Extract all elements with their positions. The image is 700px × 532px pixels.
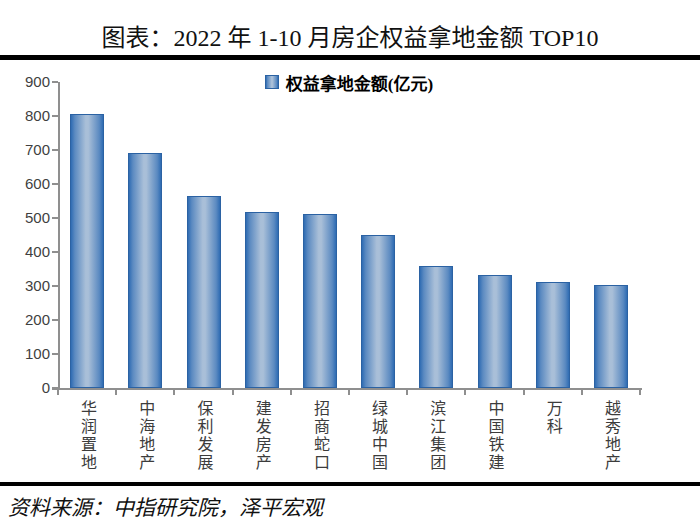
bar (303, 214, 337, 388)
chart-figure: 图表：2022 年 1-10 月房企权益拿地金额 TOP10 权益拿地金额(亿元… (0, 0, 700, 532)
y-axis-label: 300 (0, 277, 50, 295)
bar (478, 275, 512, 388)
bar (187, 196, 221, 388)
category-label: 滨江集团 (424, 400, 448, 472)
y-axis-label: 200 (0, 311, 50, 329)
x-axis-tick (464, 390, 466, 395)
category-label: 中国铁建 (483, 400, 507, 472)
y-axis-label: 600 (0, 175, 50, 193)
x-axis-line (52, 388, 642, 390)
category-label: 万科 (541, 400, 565, 436)
y-axis-label: 700 (0, 141, 50, 159)
x-axis-tick (523, 390, 525, 395)
y-axis-line (58, 82, 60, 390)
y-axis-label: 0 (0, 379, 50, 397)
x-axis-tick (57, 390, 59, 395)
x-axis-tick (639, 390, 641, 395)
legend-label: 权益拿地金额(亿元) (286, 70, 433, 95)
bar (128, 153, 162, 388)
x-axis-tick (173, 390, 175, 395)
x-axis-tick (581, 390, 583, 395)
y-axis-label: 900 (0, 73, 50, 91)
footer-divider-rule (0, 482, 700, 486)
y-axis-label: 500 (0, 209, 50, 227)
y-axis-label: 400 (0, 243, 50, 261)
bar (419, 266, 453, 388)
bar (361, 235, 395, 388)
y-axis-label: 100 (0, 345, 50, 363)
y-axis-label: 800 (0, 107, 50, 125)
source-note: 资料来源：中指研究院，泽平宏观 (8, 491, 698, 521)
bar (245, 212, 279, 388)
x-axis-tick (232, 390, 234, 395)
bar (536, 282, 570, 388)
category-label: 建发房产 (250, 400, 274, 472)
x-axis-tick (290, 390, 292, 395)
x-axis-tick (406, 390, 408, 395)
bar (70, 114, 104, 388)
category-label: 中海地产 (133, 400, 157, 472)
x-axis-tick (348, 390, 350, 395)
bar (594, 285, 628, 388)
category-label: 保利发展 (192, 400, 216, 472)
category-label: 越秀地产 (599, 400, 623, 472)
legend-swatch-icon (265, 75, 279, 89)
chart-legend: 权益拿地金额(亿元) (58, 72, 640, 92)
category-label: 绿城中国 (366, 400, 390, 472)
bar-chart: 权益拿地金额(亿元) 0100200300400500600700800900 … (0, 0, 700, 532)
category-label: 华润置地 (75, 400, 99, 472)
category-label: 招商蛇口 (308, 400, 332, 472)
x-axis-tick (115, 390, 117, 395)
